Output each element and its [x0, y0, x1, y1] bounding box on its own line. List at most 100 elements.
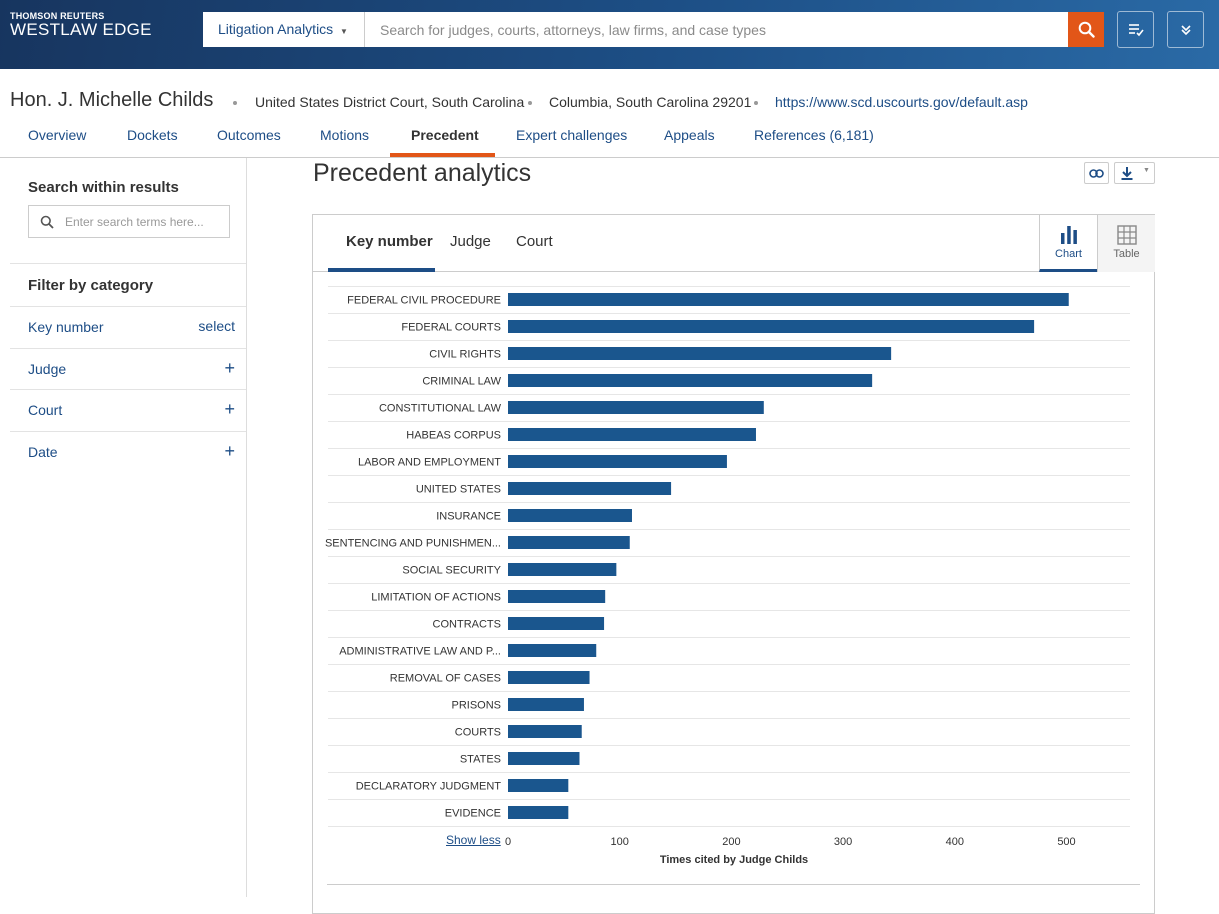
logo-line-1: THOMSON REUTERS [10, 11, 105, 21]
x-tick-label: 400 [946, 836, 964, 848]
filter-key-number[interactable]: Key number select [10, 307, 246, 347]
separator-dot [754, 101, 758, 105]
double-chevron-down-icon [1180, 24, 1191, 35]
divider [10, 348, 246, 349]
table-view-label: Table [1113, 248, 1140, 260]
tab-motions[interactable]: Motions [320, 127, 370, 143]
bar [508, 455, 727, 468]
category-label: HABEAS CORPUS [406, 430, 501, 442]
category-label: UNITED STATES [416, 484, 501, 496]
bar [508, 509, 632, 522]
bar [508, 644, 597, 657]
filter-by-category-title: Filter by category [28, 277, 154, 294]
search-button[interactable] [1068, 12, 1104, 47]
list-check-icon [1128, 23, 1144, 36]
category-label: COURTS [455, 727, 501, 739]
logo-line-2: WESTLAW EDGE [10, 20, 152, 39]
category-label: FEDERAL CIVIL PROCEDURE [347, 295, 501, 307]
bar [508, 617, 605, 630]
product-dropdown[interactable]: Litigation Analytics ▼ [203, 12, 365, 47]
download-icon [1121, 167, 1133, 180]
show-less-link[interactable]: Show less [446, 833, 501, 847]
active-card-tab-indicator [328, 268, 435, 272]
table-grid-icon [1116, 225, 1137, 245]
divider [10, 306, 246, 307]
bar [508, 779, 569, 792]
history-list-button[interactable] [1117, 11, 1154, 48]
link-icon [1089, 168, 1104, 178]
category-label: SOCIAL SECURITY [402, 565, 501, 577]
separator-dot [528, 101, 532, 105]
category-label: CONTRACTS [433, 619, 501, 631]
bar [508, 752, 580, 765]
filter-label: Date [28, 444, 58, 460]
category-label: DECLARATORY JUDGMENT [356, 781, 502, 793]
bar [508, 590, 606, 603]
court-website-link[interactable]: https://www.scd.uscourts.gov/default.asp [775, 94, 1028, 110]
bar [508, 401, 764, 414]
expand-menu-button[interactable] [1167, 11, 1204, 48]
category-label: CRIMINAL LAW [422, 376, 501, 388]
search-within-title: Search within results [28, 179, 179, 196]
x-tick-label: 0 [505, 836, 511, 848]
filter-date[interactable]: Date + [10, 432, 246, 472]
chart-view-toggle[interactable]: Chart [1039, 215, 1097, 272]
top-bar: THOMSON REUTERS WESTLAW EDGE Litigation … [0, 0, 1219, 69]
bar [508, 563, 617, 576]
tab-references[interactable]: References (6,181) [754, 127, 874, 143]
judge-location: Columbia, South Carolina 29201 [549, 94, 752, 110]
bar [508, 671, 590, 684]
category-label: PRISONS [451, 700, 501, 712]
plus-icon[interactable]: + [224, 358, 235, 378]
x-tick-label: 200 [722, 836, 740, 848]
judge-court: United States District Court, South Caro… [255, 94, 525, 110]
category-label: SENTENCING AND PUNISHMEN... [325, 538, 501, 550]
global-search-input[interactable] [365, 12, 1068, 47]
chart-view-label: Chart [1055, 248, 1082, 260]
tab-expert-challenges[interactable]: Expert challenges [516, 127, 628, 143]
category-label: FEDERAL COURTS [401, 322, 501, 334]
plus-icon[interactable]: + [224, 441, 235, 461]
filter-label: Key number [28, 319, 104, 335]
westlaw-logo[interactable]: THOMSON REUTERS WESTLAW EDGE [10, 11, 152, 40]
search-within-box[interactable] [28, 205, 230, 238]
tab-court[interactable]: Court [516, 233, 553, 250]
tab-outcomes[interactable]: Outcomes [217, 127, 281, 143]
category-label: CIVIL RIGHTS [429, 349, 501, 361]
plus-icon[interactable]: + [224, 399, 235, 419]
download-button[interactable]: ▼ [1114, 162, 1155, 184]
bar [508, 347, 892, 360]
search-within-input[interactable] [65, 206, 225, 237]
category-label: REMOVAL OF CASES [390, 673, 501, 685]
x-tick-label: 300 [834, 836, 852, 848]
filter-label: Judge [28, 361, 67, 377]
filter-court[interactable]: Court + [10, 390, 246, 430]
tab-appeals[interactable]: Appeals [664, 127, 715, 143]
tab-key-number[interactable]: Key number [346, 233, 433, 250]
search-icon [40, 215, 54, 229]
page-title: Precedent analytics [313, 159, 532, 187]
x-tick-label: 500 [1057, 836, 1075, 848]
table-view-toggle[interactable]: Table [1097, 215, 1155, 272]
divider [10, 263, 246, 264]
select-link[interactable]: select [198, 318, 235, 334]
caret-down-icon: ▼ [340, 27, 348, 36]
tab-overview[interactable]: Overview [28, 127, 87, 143]
filter-label: Court [28, 402, 63, 418]
category-label: LABOR AND EMPLOYMENT [358, 457, 501, 469]
tab-dockets[interactable]: Dockets [127, 127, 178, 143]
bar [508, 698, 584, 711]
x-axis-title: Times cited by Judge Childs [660, 854, 808, 866]
category-label: CONSTITUTIONAL LAW [379, 403, 502, 415]
divider [10, 431, 246, 432]
tab-judge[interactable]: Judge [450, 233, 491, 250]
search-icon [1078, 21, 1095, 38]
filter-judge[interactable]: Judge + [10, 349, 246, 389]
card-tabs: Key number Judge Court Chart Table [313, 215, 1155, 272]
tab-precedent[interactable]: Precedent [411, 127, 479, 143]
copy-link-button[interactable] [1084, 162, 1109, 184]
category-label: ADMINISTRATIVE LAW AND P... [339, 646, 501, 658]
category-label: EVIDENCE [445, 808, 501, 820]
category-label: STATES [460, 754, 501, 766]
